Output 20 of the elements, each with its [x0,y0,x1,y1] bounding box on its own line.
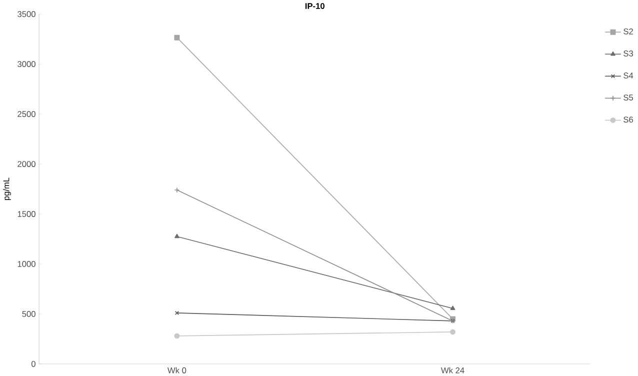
y-tick-label: 0 [31,360,36,367]
y-tick-label: 3500 [18,10,36,17]
x-tick-label: Wk 0 [168,366,186,374]
x-tick-label: Wk 24 [440,366,464,374]
legend-label: S2 [624,28,633,34]
point [174,333,180,338]
point [174,34,180,40]
chart-title: IP-10 [305,2,324,9]
y-tick-label: 1500 [18,210,36,217]
legend-label: S3 [624,50,633,56]
y-tick-label: 2000 [18,160,36,167]
legend-label: S4 [624,72,634,78]
point [450,329,456,334]
legend-label: S6 [624,116,633,122]
legend-label: S5 [624,94,634,100]
y-axis-title: pg/mL [3,178,11,200]
y-tick-label: 3000 [18,60,36,67]
y-tick-label: 2500 [18,110,36,117]
y-tick-label: 1000 [18,260,36,267]
y-tick-label: 500 [22,310,36,317]
